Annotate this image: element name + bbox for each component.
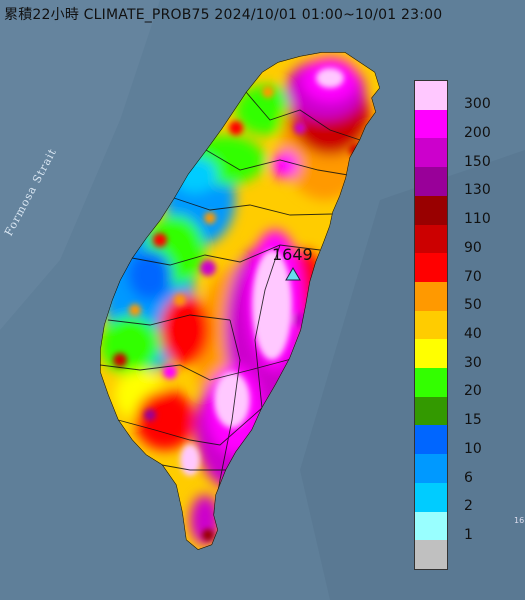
peak-value-label: 1649 [272,245,313,264]
legend-color-bar [414,80,448,570]
corner-label: 16 [514,516,525,525]
legend-label: 130 [464,182,491,199]
legend-swatch [415,511,447,541]
legend-swatch [415,167,447,196]
sea-shading-east [300,150,525,600]
legend-label: 90 [464,239,482,256]
legend-swatch [415,540,447,569]
legend-label: 15 [464,412,482,429]
legend-swatch [415,482,447,512]
legend-label: 50 [464,297,482,314]
legend-label: 30 [464,354,482,371]
legend-swatch [415,425,447,455]
legend-label: 6 [464,469,473,486]
legend-label: 200 [464,125,491,142]
legend-label: 40 [464,326,482,342]
legend-label: 20 [464,383,482,400]
legend-swatch [415,368,447,397]
legend-swatch [415,224,447,254]
legend-swatch [415,253,447,282]
legend-swatch [415,81,447,110]
legend-swatch [415,281,447,311]
legend-swatch [415,195,447,225]
legend-swatch [415,109,447,139]
legend-swatch [415,138,447,168]
legend-swatch [415,339,447,369]
legend-label: 10 [464,440,482,457]
triangle-marker-icon [285,267,301,281]
map-title: 累積22小時 CLIMATE_PROB75 2024/10/01 01:00~1… [4,7,443,23]
color-legend: 300 200 150 130 110 90 70 50 40 30 20 15 10 6 2 1 [414,80,504,570]
legend-label: 70 [464,268,482,285]
legend-label: 300 [464,96,491,113]
legend-label: 110 [464,211,491,228]
legend-label: 150 [464,153,491,170]
legend-swatch [415,396,447,426]
legend-label: 2 [464,498,473,515]
legend-swatch [415,310,447,340]
legend-label: 1 [464,526,473,543]
sea-shading [0,0,160,330]
legend-swatch [415,454,447,483]
